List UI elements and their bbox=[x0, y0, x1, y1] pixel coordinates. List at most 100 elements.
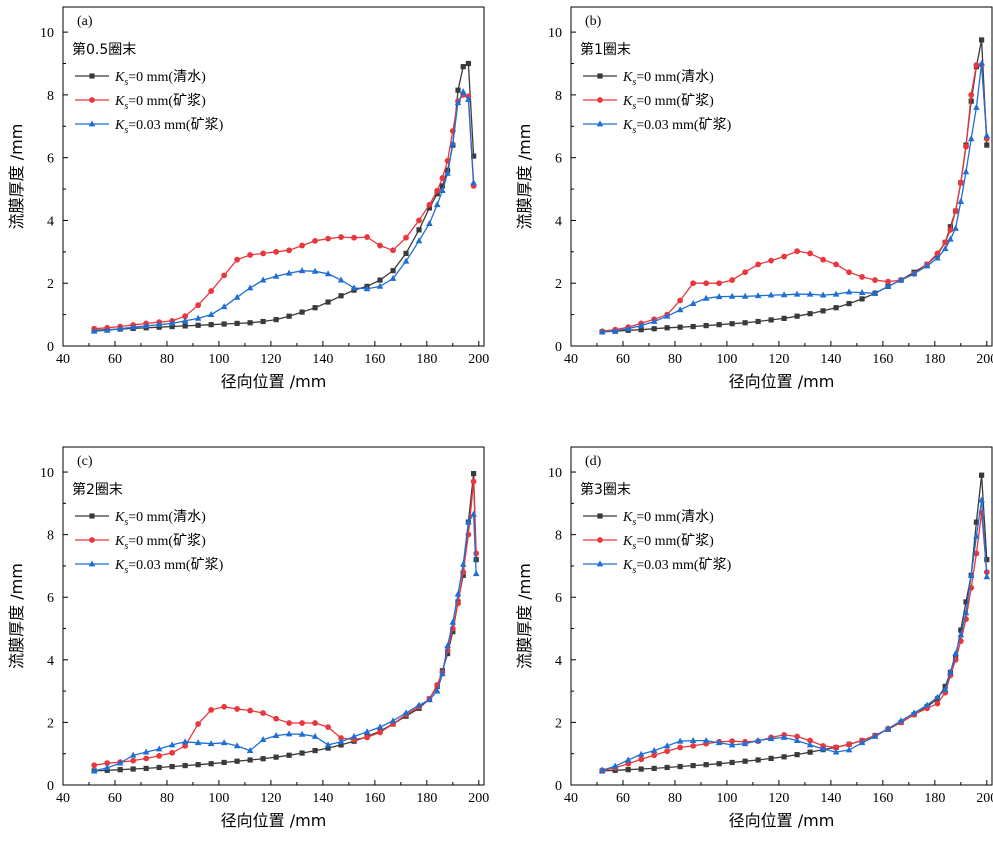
plot-frame bbox=[570, 6, 993, 347]
data-point bbox=[454, 99, 462, 106]
legend-k: K bbox=[622, 558, 633, 573]
data-point bbox=[690, 762, 696, 769]
data-point bbox=[285, 269, 293, 276]
legend-marker bbox=[596, 560, 604, 567]
data-point bbox=[833, 261, 839, 268]
y-tick-label: 4 bbox=[555, 214, 562, 229]
data-point bbox=[376, 723, 384, 730]
data-point bbox=[449, 618, 457, 625]
data-point bbox=[742, 269, 749, 276]
legend-marker bbox=[89, 513, 95, 519]
series-line bbox=[602, 64, 988, 332]
data-point bbox=[272, 272, 280, 279]
x-tick-label: 60 bbox=[108, 352, 122, 367]
x-tick-label: 180 bbox=[416, 352, 437, 367]
legend-marker bbox=[88, 560, 96, 567]
data-point bbox=[272, 731, 280, 738]
data-point bbox=[973, 62, 980, 68]
data-point bbox=[884, 725, 892, 732]
data-point bbox=[663, 742, 671, 749]
legend-sub: s bbox=[632, 101, 636, 112]
series-2 bbox=[90, 510, 480, 774]
data-point bbox=[221, 272, 228, 279]
data-point bbox=[820, 256, 826, 263]
data-point bbox=[415, 237, 423, 244]
panel-subtitle: 第3圈末 bbox=[580, 481, 631, 498]
x-tick-label: 120 bbox=[768, 352, 789, 367]
legend-text: =0 mm(清水) bbox=[128, 69, 206, 85]
data-point bbox=[910, 709, 918, 716]
legend-text: =0.03 mm(矿浆) bbox=[636, 117, 731, 133]
data-point bbox=[103, 764, 111, 771]
legend-label: Ks=0 mm(清水) bbox=[622, 509, 714, 528]
data-point bbox=[470, 478, 477, 485]
y-tick-label: 10 bbox=[548, 466, 562, 481]
legend-marker bbox=[597, 97, 603, 103]
data-point bbox=[859, 274, 865, 280]
x-tick-label: 100 bbox=[716, 791, 737, 806]
data-point bbox=[973, 519, 980, 525]
x-tick-label: 200 bbox=[976, 791, 993, 806]
data-point bbox=[350, 284, 358, 291]
data-point bbox=[259, 736, 267, 743]
data-point bbox=[104, 760, 111, 766]
legend-marker bbox=[88, 120, 96, 127]
legend-marker bbox=[89, 537, 95, 543]
data-point bbox=[260, 250, 267, 257]
data-point bbox=[781, 315, 787, 321]
y-tick-label: 2 bbox=[47, 277, 54, 292]
legend-label: Ks=0.03 mm(矿浆) bbox=[622, 557, 732, 576]
legend-label: Ks=0 mm(矿浆) bbox=[114, 533, 206, 552]
data-point bbox=[611, 327, 619, 334]
y-tick-label: 0 bbox=[47, 779, 54, 794]
x-axis-label: 径向位置 /mm bbox=[221, 811, 327, 830]
data-point bbox=[338, 742, 344, 748]
x-tick-label: 140 bbox=[820, 352, 841, 367]
data-point bbox=[337, 738, 345, 745]
chart-panel-3: 40 60 80 100 120 140 160 180 200 0 2 4 6 8 10 径向位置 /mm 流… bbox=[515, 446, 993, 830]
legend-k: K bbox=[622, 534, 633, 549]
data-point bbox=[220, 303, 228, 310]
y-tick-label: 4 bbox=[47, 214, 54, 229]
data-point bbox=[794, 313, 800, 319]
y-tick-label: 10 bbox=[40, 26, 54, 41]
data-point bbox=[638, 766, 644, 772]
y-axis-label: 流膜厚度 /mm bbox=[515, 563, 534, 669]
legend-sub: s bbox=[632, 541, 636, 552]
series-1 bbox=[599, 509, 990, 774]
data-point bbox=[195, 762, 201, 768]
data-point bbox=[169, 763, 175, 770]
data-point bbox=[677, 324, 683, 330]
data-point bbox=[957, 179, 964, 186]
data-point bbox=[195, 302, 202, 309]
data-point bbox=[364, 734, 370, 741]
data-point bbox=[715, 293, 723, 300]
data-point bbox=[794, 248, 800, 255]
panel-label: (d) bbox=[585, 454, 602, 469]
data-point bbox=[973, 532, 980, 539]
data-point bbox=[142, 748, 150, 755]
data-point bbox=[741, 292, 749, 299]
data-point bbox=[942, 239, 949, 246]
data-point bbox=[449, 139, 457, 146]
data-point bbox=[325, 745, 331, 751]
data-point bbox=[460, 64, 466, 70]
legend-entry: Ks=0 mm(矿浆) bbox=[583, 93, 714, 112]
x-tick-label: 100 bbox=[208, 352, 229, 367]
x-axis-label: 径向位置 /mm bbox=[729, 811, 835, 830]
data-point bbox=[465, 518, 472, 525]
y-axis-label: 流膜厚度 /mm bbox=[7, 124, 26, 230]
data-point bbox=[207, 311, 215, 318]
data-point bbox=[389, 717, 397, 724]
data-point bbox=[624, 756, 632, 763]
data-point bbox=[208, 288, 215, 294]
data-point bbox=[311, 732, 319, 739]
data-point bbox=[947, 668, 954, 675]
data-point bbox=[286, 720, 292, 726]
panel-label: (c) bbox=[77, 454, 93, 469]
data-point bbox=[611, 762, 619, 769]
data-point bbox=[286, 752, 292, 758]
data-point bbox=[234, 320, 240, 326]
data-point bbox=[690, 742, 697, 749]
